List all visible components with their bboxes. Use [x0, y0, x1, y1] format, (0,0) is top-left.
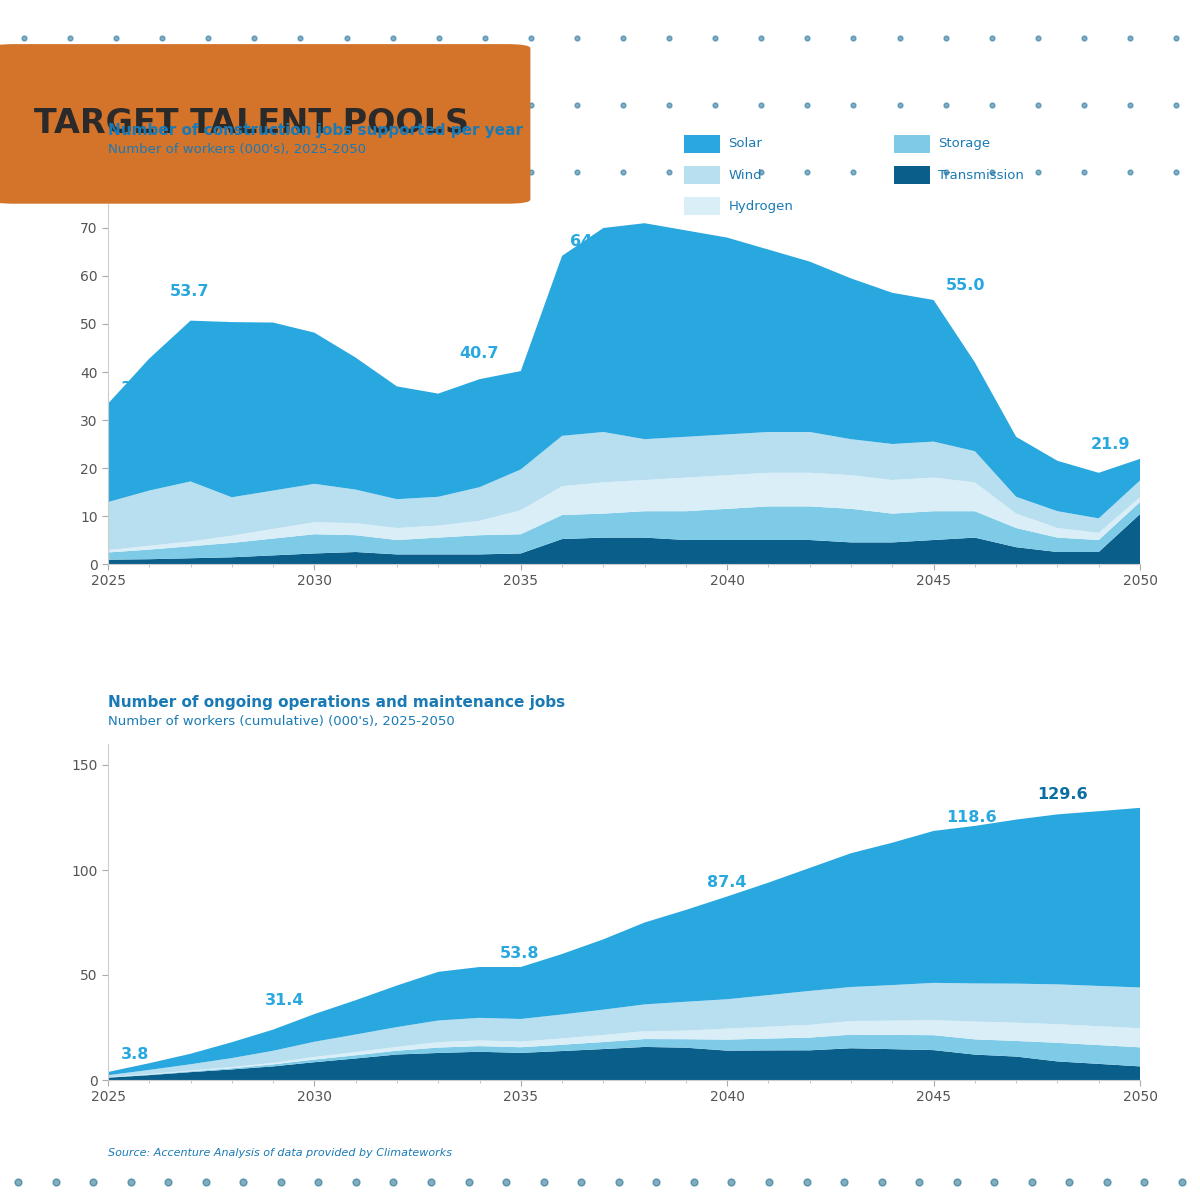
Text: Source: Accenture Analysis of data provided by Climateworks: Source: Accenture Analysis of data provi…	[108, 1148, 452, 1158]
Text: Hydrogen: Hydrogen	[728, 200, 793, 212]
Text: 21.9: 21.9	[1091, 437, 1130, 451]
Text: 55.0: 55.0	[946, 277, 985, 293]
Text: Wind: Wind	[728, 169, 762, 181]
FancyBboxPatch shape	[0, 44, 530, 204]
Text: 53.8: 53.8	[500, 946, 540, 961]
Text: Number of ongoing operations and maintenance jobs: Number of ongoing operations and mainten…	[108, 695, 565, 710]
Text: 64.2: 64.2	[570, 234, 610, 248]
Text: 31.4: 31.4	[265, 992, 305, 1008]
Text: Solar: Solar	[728, 138, 762, 150]
Text: Number of construction jobs supported per year: Number of construction jobs supported pe…	[108, 122, 523, 138]
Text: 53.7: 53.7	[170, 284, 210, 299]
Text: TARGET TALENT POOLS: TARGET TALENT POOLS	[34, 108, 469, 140]
Text: Number of workers (cumulative) (000's), 2025-2050: Number of workers (cumulative) (000's), …	[108, 715, 455, 728]
Text: 63.3: 63.3	[653, 238, 692, 253]
Text: Storage: Storage	[938, 138, 990, 150]
Text: 40.7: 40.7	[458, 347, 498, 361]
Text: Transmission: Transmission	[938, 169, 1025, 181]
Text: 33.4: 33.4	[120, 382, 160, 396]
Text: 118.6: 118.6	[946, 810, 997, 824]
Text: 87.4: 87.4	[707, 875, 746, 890]
Text: 129.6: 129.6	[1037, 786, 1087, 802]
Text: 3.8: 3.8	[120, 1046, 149, 1062]
Text: Number of workers (000's), 2025-2050: Number of workers (000's), 2025-2050	[108, 143, 366, 156]
